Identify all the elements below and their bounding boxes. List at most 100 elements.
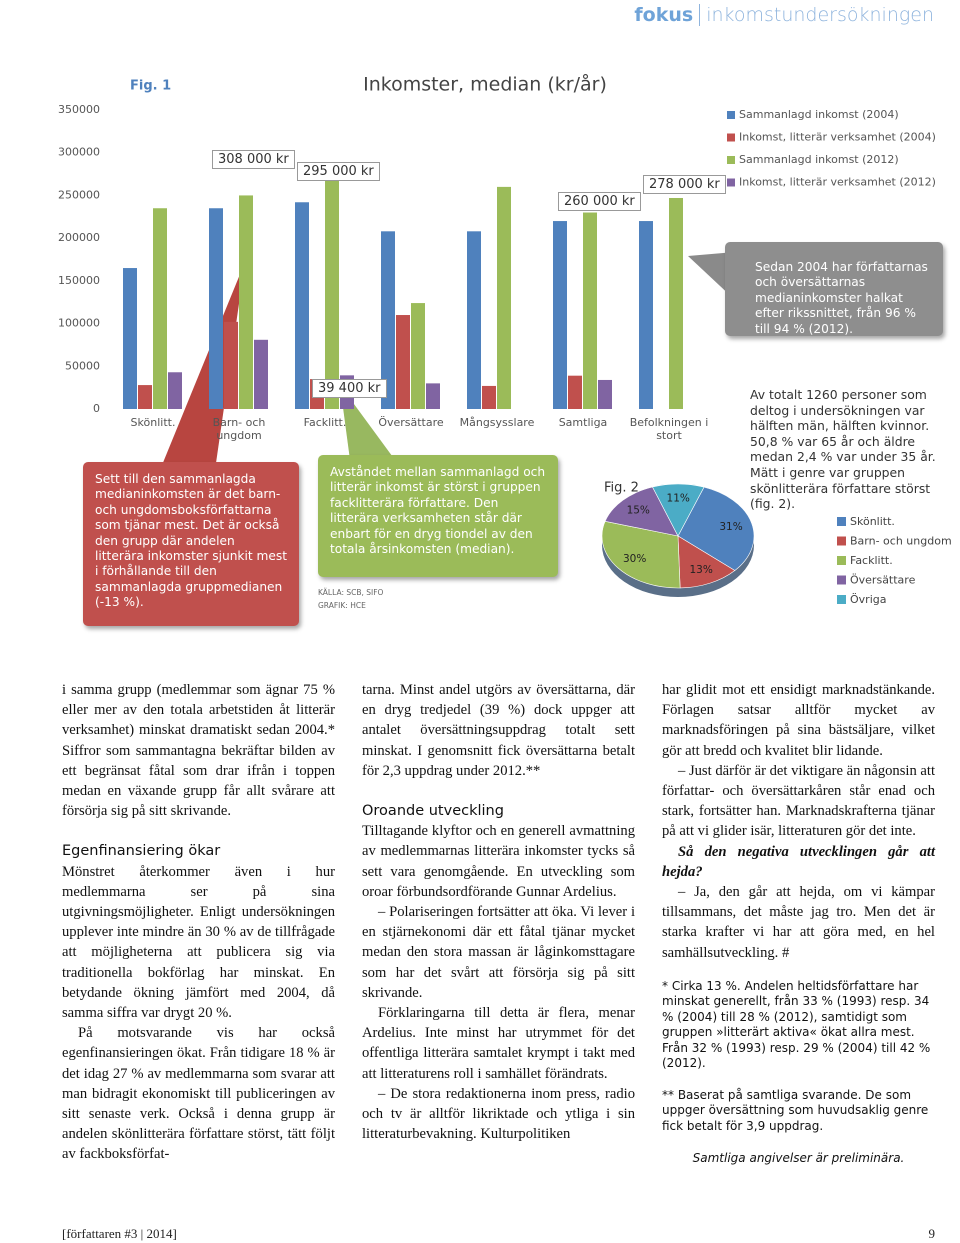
bar <box>639 221 653 409</box>
bar <box>553 221 567 409</box>
legend-label: Översättare <box>850 574 916 587</box>
legend-swatch <box>727 133 735 142</box>
callout-pointer <box>160 262 245 470</box>
annotation: 308 000 kr <box>212 150 295 169</box>
bar <box>254 339 268 409</box>
callout: Avståndet mellan sammanlagd och litterär… <box>318 455 558 577</box>
pie-slice <box>677 486 755 571</box>
callout: Sett till den sammanlagda medianinkomste… <box>83 462 299 626</box>
bar <box>568 375 582 409</box>
figure-label: Fig. 2 <box>604 481 639 496</box>
bar <box>497 186 511 409</box>
pie-value-label: 13% <box>689 564 712 576</box>
pie-slice <box>677 535 736 589</box>
legend-label: Sammanlagd inkomst (2004) <box>739 108 899 121</box>
legend-label: Sammanlagd inkomst (2012) <box>739 153 899 166</box>
x-tick-label: Barn- och ungdom <box>212 416 266 442</box>
indent-text: – Polariseringen fortsätter att öka. Vi … <box>362 904 635 1001</box>
pie-value-label: 30% <box>623 553 646 565</box>
text: har glidit mot ett ensidigt marknadstänk… <box>662 682 935 759</box>
y-tick-label: 350000 <box>58 103 100 116</box>
credit: GRAFIK: HCE <box>318 601 366 610</box>
chart-title: Inkomster, median (kr/år) <box>363 73 607 96</box>
legend-label: Inkomst, litterär verksamhet (2004) <box>739 131 936 144</box>
indent-text: – De stora redaktionerna inom press, rad… <box>362 1085 635 1143</box>
callout-pointer <box>688 252 735 300</box>
figures: Fig. 1 Inkomster, median (kr/år) KÄLLA: … <box>58 73 952 626</box>
y-tick-label: 50000 <box>65 359 100 372</box>
bar <box>224 321 238 409</box>
bar <box>482 385 496 409</box>
y-tick-label: 150000 <box>58 274 100 287</box>
footnote: ** Baserat på samtliga svarande. De som … <box>662 1087 929 1133</box>
header: fokus inkomstundersökningen <box>634 4 934 26</box>
legend-swatch <box>837 575 846 585</box>
text-column: har glidit mot ett ensidigt marknadstänk… <box>662 680 935 1169</box>
footnote: * Cirka 13 %. Andelen heltidsförfattare … <box>662 978 931 1071</box>
y-tick-label: 250000 <box>58 188 100 201</box>
legend-swatch <box>727 156 735 164</box>
page-number: 9 <box>928 1226 936 1241</box>
indent-text: På motsvarande vis har också egenfinansi… <box>62 1025 335 1163</box>
bar <box>426 383 440 409</box>
y-tick-label: 300000 <box>58 146 100 159</box>
x-tick-label: Facklitt. <box>303 416 347 429</box>
pie-value-label: 11% <box>667 493 690 505</box>
heading: Oroande utveckling <box>362 803 504 820</box>
annotation: 295 000 kr <box>297 162 380 181</box>
heading: Egenfinansiering ökar <box>62 843 221 860</box>
section-title: inkomstundersökningen <box>699 4 934 26</box>
legend-swatch <box>837 536 846 546</box>
bar <box>396 315 410 409</box>
legend-label: Inkomst, litterär verksamhet (2012) <box>739 176 936 189</box>
x-tick-label: Samtliga <box>558 416 608 429</box>
pie-slice <box>604 486 679 537</box>
legend-swatch <box>837 595 846 604</box>
bar <box>239 195 253 409</box>
source: KÄLLA: SCB, SIFO <box>318 588 384 597</box>
figure-canvas: Fig. 1 Inkomster, median (kr/år) KÄLLA: … <box>58 73 952 611</box>
question: Så den negativa utvecklingen går att hej… <box>662 843 935 880</box>
bar <box>411 303 425 409</box>
text-column: i samma grupp (medlemmar som ägnar 75 % … <box>62 680 335 1165</box>
bar <box>381 231 395 409</box>
legend-swatch <box>837 556 846 565</box>
bar <box>295 202 309 409</box>
y-tick-label: 100000 <box>58 317 100 330</box>
indent-text: – Ja, den går att hejda, om vi kämpar ti… <box>662 884 935 961</box>
x-tick-label: Översättare <box>378 416 444 429</box>
pie-value-label: 15% <box>627 504 650 516</box>
bar <box>153 208 167 409</box>
bar <box>168 372 182 409</box>
pie-slice <box>601 520 681 589</box>
y-tick-label: 0 <box>93 402 100 415</box>
bar <box>123 268 137 409</box>
legend-swatch <box>727 111 735 119</box>
bar <box>598 379 612 409</box>
figure-label: Fig. 1 <box>130 79 171 94</box>
pie-value-label: 31% <box>719 521 742 533</box>
indent-text: Förklaringarna till detta är flera, mena… <box>362 1005 635 1082</box>
text-column: tarna. Minst andel utgörs av översättarn… <box>362 680 635 1144</box>
figure-text: Av totalt 1260 personer som deltog i und… <box>750 387 936 512</box>
legend-label: Övriga <box>850 593 886 606</box>
bar <box>209 208 223 409</box>
callout: Sedan 2004 har författarnas och översätt… <box>725 242 943 336</box>
bar <box>583 212 597 409</box>
x-tick-label: Mångsysslare <box>459 416 535 429</box>
brand: fokus <box>634 4 694 26</box>
x-tick-label: Befolkningen i stort <box>629 416 709 442</box>
legend-label: Barn- och ungdom <box>850 535 952 548</box>
text: Mönstret återkommer även i hur medlemmar… <box>62 863 335 1022</box>
x-tick-label: Skönlitt. <box>130 416 176 429</box>
text: Tilltagande klyftor och en generell avma… <box>362 823 635 900</box>
pie-slice <box>652 483 705 537</box>
text: tarna. Minst andel utgörs av översättarn… <box>362 682 635 779</box>
y-tick-label: 200000 <box>58 231 100 244</box>
indent-text: – Just därför är det viktigare än någons… <box>662 762 935 840</box>
annotation: 260 000 kr <box>558 192 641 211</box>
legend-swatch <box>837 517 846 526</box>
legend-label: Facklitt. <box>850 554 893 567</box>
annotation: 278 000 kr <box>643 175 726 194</box>
